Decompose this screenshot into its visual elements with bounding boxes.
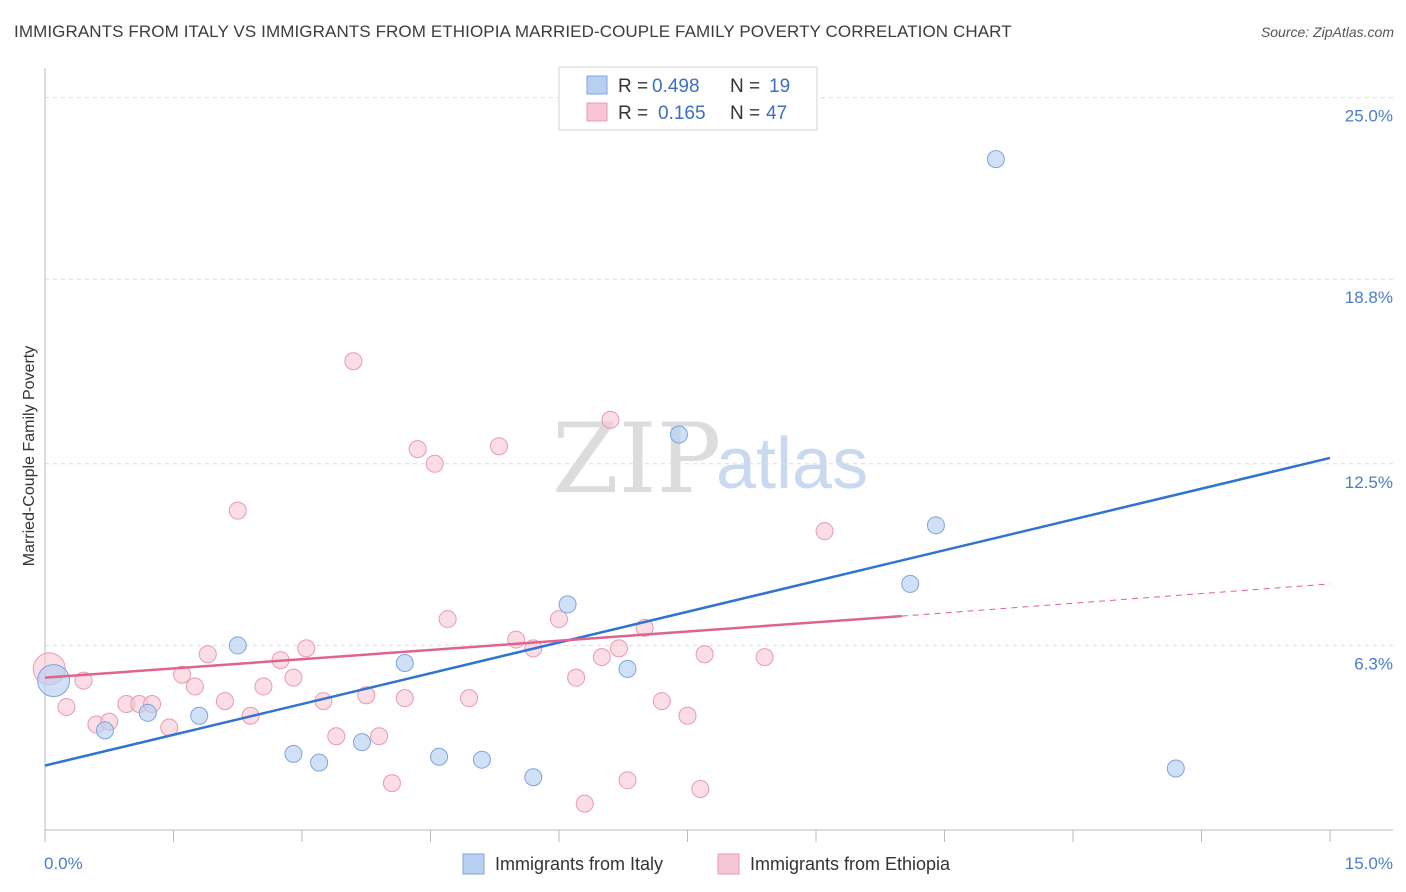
italy-point-2 xyxy=(138,703,157,722)
ethiopia-point-13 xyxy=(228,501,247,520)
italy-point-1 xyxy=(95,721,114,740)
ethiopia-point-15 xyxy=(254,677,273,696)
ethiopia-point-37 xyxy=(601,410,620,429)
ethiopia-point-38 xyxy=(609,639,628,658)
legend-swatch-ethiopia xyxy=(586,102,608,122)
italy-point-0 xyxy=(37,664,71,698)
ethiopia-point-17 xyxy=(284,668,303,687)
legend-swatch-italy xyxy=(586,75,608,95)
italy-point-16 xyxy=(926,516,945,535)
x-tick-label-max: 15.0% xyxy=(1345,854,1393,873)
ethiopia-point-26 xyxy=(408,440,427,459)
y-tick-label-3: 25.0% xyxy=(1345,107,1393,126)
ethiopia-point-33 xyxy=(550,610,568,629)
axes xyxy=(44,68,1393,842)
source-label: Source: ZipAtlas.com xyxy=(1260,24,1394,40)
legend: R = 0.498 N = 19 R = 0.165 N = 47 xyxy=(558,66,818,131)
watermark-zip: ZIP xyxy=(552,403,721,515)
ethiopia-point-46 xyxy=(815,522,834,541)
y-axis-label: Married-Couple Family Poverty xyxy=(21,346,38,567)
ethiopia-point-28 xyxy=(438,610,457,629)
legend-n-value-ethiopia: 47 xyxy=(766,103,787,124)
italy-point-15 xyxy=(901,574,920,593)
ethiopia-trend-line xyxy=(44,614,902,679)
bottom-legend: Immigrants from Italy Immigrants from Et… xyxy=(462,853,951,875)
ethiopia-point-20 xyxy=(327,727,346,746)
y-tick-labels: 6.3% 12.5% 18.8% 25.0% xyxy=(1345,107,1393,674)
ethiopia-point-25 xyxy=(395,689,414,708)
bottom-legend-swatch-italy xyxy=(462,853,485,875)
ethiopia-point-43 xyxy=(691,779,710,798)
italy-point-18 xyxy=(1166,759,1185,778)
ethiopia-point-35 xyxy=(575,794,594,813)
italy-point-14 xyxy=(669,425,688,444)
italy-point-7 xyxy=(352,733,371,752)
ethiopia-point-24 xyxy=(382,774,401,793)
ethiopia-point-39 xyxy=(618,771,637,790)
ethiopia-point-42 xyxy=(678,706,697,725)
ethiopia-point-36 xyxy=(592,648,611,667)
ethiopia-point-11 xyxy=(198,645,217,664)
legend-n-value-italy: 19 xyxy=(769,76,790,97)
legend-n-label-ethiopia: N = xyxy=(730,103,760,124)
legend-n-label-italy: N = xyxy=(730,76,760,97)
bottom-legend-label-ethiopia: Immigrants from Ethiopia xyxy=(750,854,951,874)
ethiopia-point-31 xyxy=(507,630,526,649)
ethiopia-point-18 xyxy=(297,639,316,658)
italy-point-3 xyxy=(190,706,209,725)
ethiopia-point-1 xyxy=(57,697,76,716)
italy-point-9 xyxy=(430,747,449,766)
legend-r-label-italy: R = xyxy=(618,76,648,97)
x-tick-label-min: 0.0% xyxy=(44,854,83,873)
italy-point-12 xyxy=(558,595,577,614)
italy-point-13 xyxy=(618,659,637,678)
ethiopia-point-29 xyxy=(460,689,479,708)
y-tick-label-1: 12.5% xyxy=(1345,473,1393,492)
legend-r-value-ethiopia: 0.165 xyxy=(658,103,706,124)
italy-point-10 xyxy=(472,750,491,769)
bottom-legend-swatch-ethiopia xyxy=(717,853,740,875)
ethiopia-point-9 xyxy=(173,665,192,684)
grid-lines xyxy=(45,97,1393,646)
ethiopia-point-34 xyxy=(567,668,586,687)
legend-r-label-ethiopia: R = xyxy=(618,103,648,124)
ethiopia-point-12 xyxy=(215,692,234,711)
y-tick-label-2: 18.8% xyxy=(1345,288,1393,307)
ethiopia-point-45 xyxy=(755,648,774,667)
bottom-legend-label-italy: Immigrants from Italy xyxy=(495,854,663,874)
italy-points xyxy=(37,150,1185,787)
trend-lines xyxy=(44,456,1331,767)
chart-title: IMMIGRANTS FROM ITALY VS IMMIGRANTS FROM… xyxy=(14,22,1012,41)
legend-r-value-italy: 0.498 xyxy=(652,76,700,97)
italy-point-17 xyxy=(986,150,1005,169)
italy-trend-line xyxy=(44,456,1331,767)
ethiopia-point-21 xyxy=(344,352,363,371)
italy-point-8 xyxy=(395,654,414,673)
ethiopia-point-41 xyxy=(652,692,671,711)
ethiopia-point-30 xyxy=(490,437,509,456)
italy-point-6 xyxy=(310,753,329,772)
ethiopia-point-23 xyxy=(370,727,389,746)
ethiopia-point-27 xyxy=(425,454,444,473)
ethiopia-point-44 xyxy=(695,645,714,664)
italy-point-11 xyxy=(524,768,543,787)
italy-point-4 xyxy=(228,636,247,655)
y-tick-label-0: 6.3% xyxy=(1354,654,1393,673)
italy-point-5 xyxy=(284,744,303,763)
ethiopia-trend-line-extension xyxy=(901,583,1331,617)
ethiopia-point-22 xyxy=(357,686,376,705)
ethiopia-point-10 xyxy=(185,677,204,696)
